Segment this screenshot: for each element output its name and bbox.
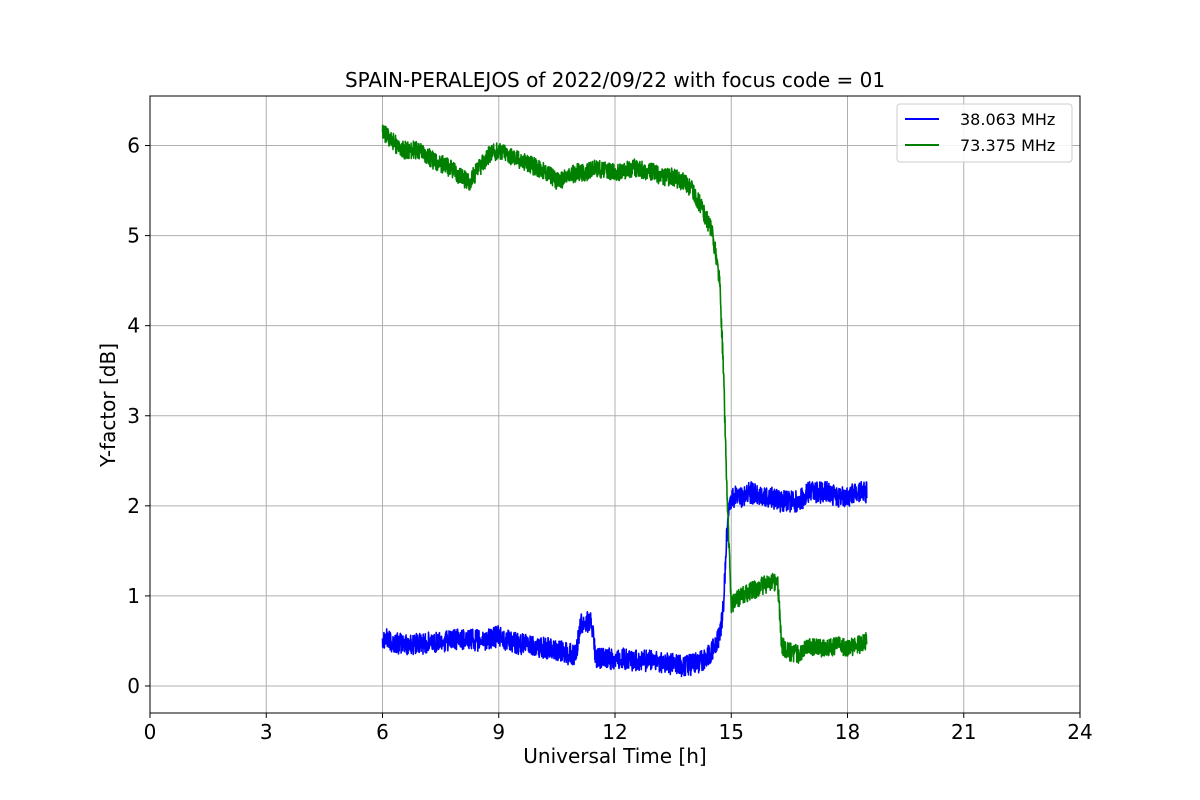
x-tick-label: 6: [376, 720, 389, 744]
y-tick-label: 5: [127, 224, 140, 248]
series-line-38-063-mhz: [381, 480, 868, 678]
plot-lines: [381, 124, 868, 678]
y-tick-label: 1: [127, 584, 140, 608]
y-tick-label: 2: [127, 494, 140, 518]
y-tick-label: 3: [127, 404, 140, 428]
legend-box: [896, 103, 1073, 163]
x-axis-label: Universal Time [h]: [523, 744, 706, 768]
legend: 38.063 MHz 73.375 MHz: [896, 103, 1073, 163]
x-tick-label: 15: [719, 720, 744, 744]
x-tick-label: 9: [492, 720, 505, 744]
y-axis-label: Y-factor [dB]: [96, 343, 120, 468]
x-tick-label: 18: [835, 720, 860, 744]
legend-label-38mhz: 38.063 MHz: [960, 110, 1055, 129]
x-tick-label: 12: [602, 720, 627, 744]
x-tick-label: 21: [951, 720, 976, 744]
series-line-73-375-mhz: [381, 124, 868, 665]
legend-label-73mhz: 73.375 MHz: [960, 136, 1055, 155]
y-tick-label: 0: [127, 674, 140, 698]
x-tick-label: 3: [260, 720, 273, 744]
chart-title: SPAIN-PERALEJOS of 2022/09/22 with focus…: [345, 68, 885, 92]
y-tick-label: 4: [127, 314, 140, 338]
x-tick-label: 24: [1067, 720, 1092, 744]
x-tick-label: 0: [144, 720, 157, 744]
y-tick-label: 6: [127, 134, 140, 158]
